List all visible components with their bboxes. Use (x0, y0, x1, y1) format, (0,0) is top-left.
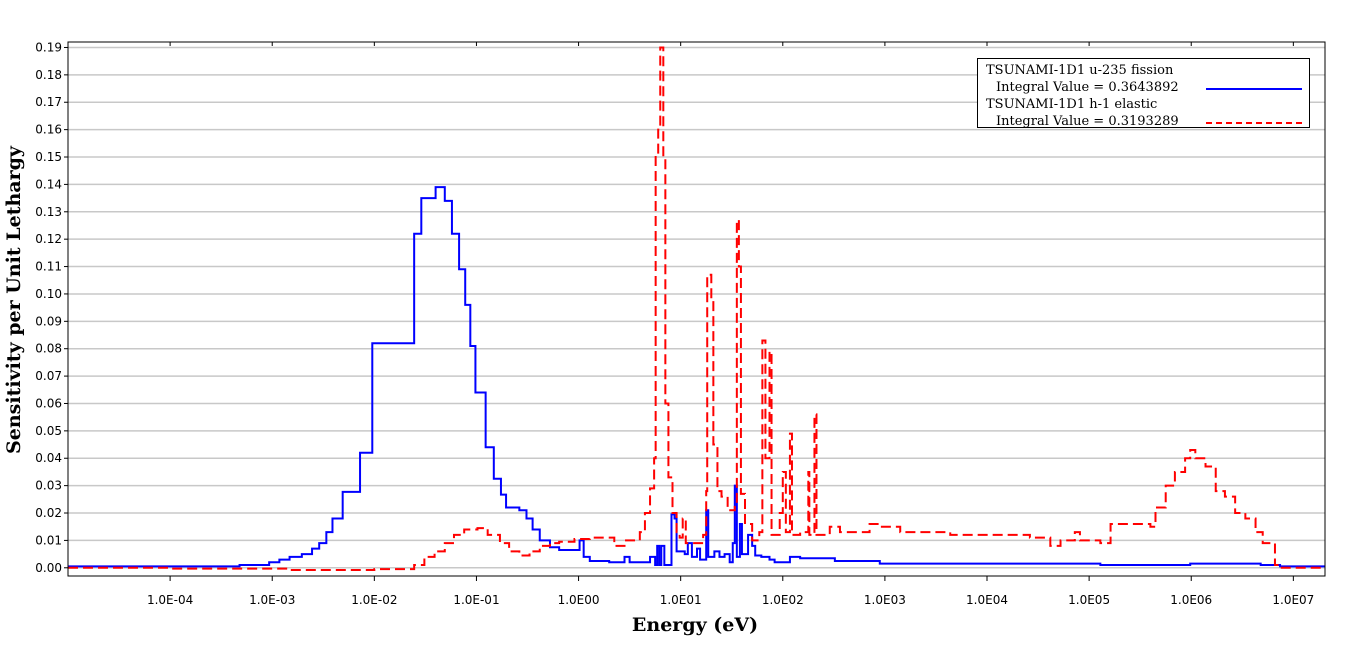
y-tick-label: 0.10 (35, 287, 62, 301)
y-tick-label: 0.13 (35, 205, 62, 219)
x-tick-label: 1.0E05 (1068, 593, 1110, 607)
x-tick-label: 1.0E02 (762, 593, 804, 607)
y-tick-label: 0.09 (35, 314, 62, 328)
x-tick-label: 1.0E-03 (249, 593, 295, 607)
x-axis-title: Energy (eV) (632, 614, 758, 636)
legend-series-2-integral: Integral Value = 0.3193289 (996, 114, 1179, 129)
y-tick-label: 0.03 (35, 479, 62, 493)
y-tick-label: 0.12 (35, 232, 62, 246)
x-tick-label: 1.0E01 (660, 593, 702, 607)
grid-lines (68, 46, 1325, 569)
y-axis-ticks: 0.00 0.01 0.02 0.03 0.04 0.05 0.06 0.07 0.08 0.09… (35, 40, 68, 575)
x-tick-label: 1.0E-04 (147, 593, 193, 607)
y-tick-label: 0.19 (35, 40, 62, 54)
y-tick-label: 0.04 (35, 451, 62, 465)
y-tick-label: 0.07 (35, 369, 62, 383)
x-tick-label: 1.0E-01 (453, 593, 499, 607)
y-tick-label: 0.02 (35, 506, 62, 520)
x-tick-label: 1.0E03 (864, 593, 906, 607)
x-axis-ticks: 1.0E-04 1.0E-03 1.0E-02 1.0E-01 1.0E00 1.0E01… (147, 42, 1314, 607)
x-tick-label: 1.0E04 (966, 593, 1008, 607)
y-tick-label: 0.00 (35, 561, 62, 575)
series-line-1 (68, 186, 1325, 568)
legend-series-1-swatch (1206, 88, 1302, 90)
legend-series-2-swatch (1206, 122, 1302, 124)
y-tick-label: 0.15 (35, 150, 62, 164)
plot-frame (67, 41, 1326, 577)
y-tick-label: 0.18 (35, 68, 62, 82)
x-tick-label: 1.0E06 (1170, 593, 1212, 607)
y-tick-label: 0.16 (35, 123, 62, 137)
y-tick-label: 0.17 (35, 95, 62, 109)
y-tick-label: 0.05 (35, 424, 62, 438)
legend-series-1-name: TSUNAMI-1D1 u-235 fission (986, 63, 1174, 78)
y-tick-label: 0.14 (35, 177, 62, 191)
legend: TSUNAMI-1D1 u-235 fission Integral Value… (977, 58, 1310, 129)
x-tick-label: 1.0E-02 (351, 593, 397, 607)
x-tick-label: 1.0E00 (558, 593, 600, 607)
series-line-2 (68, 46, 1325, 571)
series-lines (68, 46, 1325, 571)
legend-series-2-name: TSUNAMI-1D1 h-1 elastic (986, 97, 1158, 112)
legend-series-1-integral: Integral Value = 0.3643892 (996, 80, 1179, 95)
y-tick-label: 0.11 (35, 260, 62, 274)
x-tick-label: 1.0E07 (1272, 593, 1314, 607)
y-tick-label: 0.08 (35, 342, 62, 356)
y-tick-label: 0.06 (35, 396, 62, 410)
y-tick-label: 0.01 (35, 533, 62, 547)
y-axis-title: Sensitivity per Unit Lethargy (3, 145, 25, 454)
